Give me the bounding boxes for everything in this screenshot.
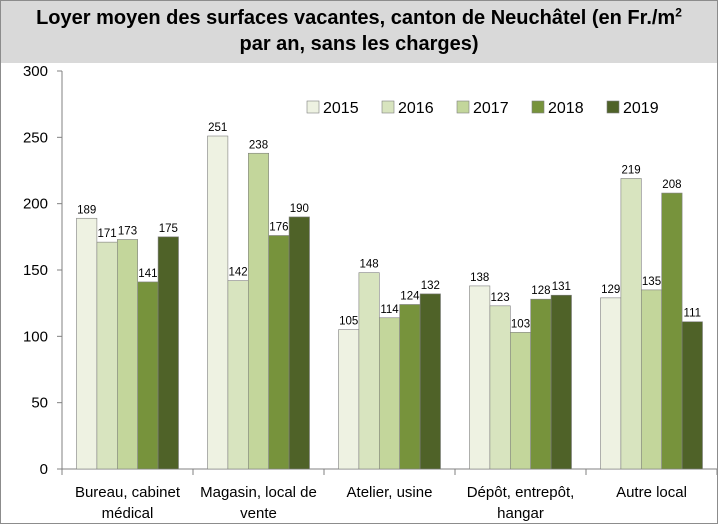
data-label: 114 bbox=[380, 304, 399, 316]
legend-swatch bbox=[531, 100, 545, 114]
title-superscript: 2 bbox=[675, 5, 682, 20]
bar bbox=[399, 304, 421, 470]
data-label: 132 bbox=[421, 280, 440, 292]
bar bbox=[550, 294, 572, 470]
y-tick-label: 300 bbox=[23, 63, 48, 80]
bar bbox=[227, 280, 249, 470]
bar bbox=[640, 289, 662, 470]
category-label: Bureau, cabinet bbox=[75, 484, 181, 501]
legend-label: 2018 bbox=[548, 100, 584, 117]
data-label: 141 bbox=[138, 268, 157, 280]
bar bbox=[530, 298, 552, 470]
category-label: Autre local bbox=[616, 484, 687, 501]
legend-swatch bbox=[306, 100, 320, 114]
data-label: 128 bbox=[531, 285, 550, 297]
bar bbox=[268, 235, 290, 470]
bar bbox=[600, 297, 622, 470]
legend-label: 2017 bbox=[473, 100, 509, 117]
data-label: 251 bbox=[208, 122, 227, 134]
data-label: 148 bbox=[360, 259, 379, 271]
category-label: Dépôt, entrepôt, bbox=[467, 484, 575, 501]
data-label: 189 bbox=[77, 204, 96, 216]
legend-label: 2019 bbox=[623, 100, 659, 117]
bar bbox=[248, 152, 270, 470]
data-label: 176 bbox=[269, 222, 288, 234]
bar bbox=[207, 135, 229, 470]
bar bbox=[76, 217, 98, 470]
data-label: 190 bbox=[290, 203, 309, 215]
data-label: 123 bbox=[491, 292, 510, 304]
bar bbox=[338, 329, 360, 470]
legend-swatch bbox=[456, 100, 470, 114]
bar bbox=[509, 332, 531, 470]
legend-label: 2016 bbox=[398, 100, 434, 117]
data-label: 135 bbox=[642, 276, 661, 288]
title-band bbox=[1, 1, 717, 63]
data-label: 131 bbox=[552, 281, 571, 293]
bar bbox=[469, 285, 491, 470]
data-label: 124 bbox=[400, 290, 420, 302]
data-label: 129 bbox=[601, 284, 620, 296]
y-tick-label: 150 bbox=[23, 262, 48, 279]
bar bbox=[358, 272, 380, 470]
data-label: 175 bbox=[159, 223, 178, 235]
bar bbox=[378, 317, 400, 470]
bar bbox=[157, 236, 179, 470]
bar bbox=[661, 192, 683, 470]
data-label: 238 bbox=[249, 139, 268, 151]
data-label: 138 bbox=[470, 272, 489, 284]
bar bbox=[419, 293, 441, 470]
chart-title: Loyer moyen des surfaces vacantes, canto… bbox=[1, 5, 717, 57]
data-label: 171 bbox=[98, 228, 117, 240]
bar bbox=[137, 281, 159, 470]
y-tick-label: 250 bbox=[23, 129, 48, 146]
bar bbox=[489, 305, 511, 470]
data-label: 105 bbox=[339, 316, 358, 328]
bar bbox=[620, 178, 642, 470]
y-tick-label: 100 bbox=[23, 328, 48, 345]
category-label: vente bbox=[240, 505, 277, 522]
data-label: 208 bbox=[662, 179, 681, 191]
bar bbox=[681, 321, 703, 470]
data-label: 111 bbox=[684, 308, 701, 320]
y-tick-label: 0 bbox=[40, 461, 48, 478]
data-label: 173 bbox=[118, 225, 137, 237]
y-tick-label: 50 bbox=[31, 395, 48, 412]
data-label: 103 bbox=[511, 318, 530, 330]
legend-swatch bbox=[381, 100, 395, 114]
bar bbox=[96, 241, 118, 470]
title-line-2: par an, sans les charges) bbox=[239, 33, 479, 55]
category-label: Atelier, usine bbox=[347, 484, 433, 501]
y-tick-label: 200 bbox=[23, 196, 48, 213]
bar bbox=[117, 239, 139, 470]
category-label: Magasin, local de bbox=[200, 484, 317, 501]
category-label: médical bbox=[102, 505, 154, 522]
data-label: 219 bbox=[622, 164, 641, 176]
legend-label: 2015 bbox=[323, 100, 359, 117]
category-label: hangar bbox=[497, 505, 544, 522]
title-line-1: Loyer moyen des surfaces vacantes, canto… bbox=[36, 7, 676, 29]
legend-swatch bbox=[606, 100, 620, 114]
bar bbox=[288, 216, 310, 470]
data-label: 142 bbox=[229, 267, 248, 279]
